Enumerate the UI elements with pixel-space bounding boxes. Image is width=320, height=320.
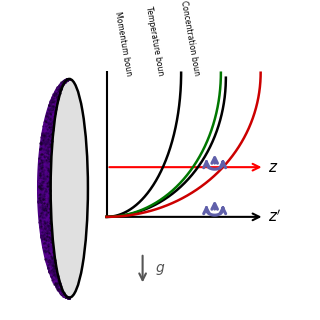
Polygon shape [37, 79, 69, 298]
Text: $g$: $g$ [155, 261, 165, 276]
Ellipse shape [51, 79, 88, 298]
Text: Temperature boun: Temperature boun [144, 6, 165, 76]
Text: Concentration boun: Concentration boun [179, 0, 201, 76]
Text: $z$: $z$ [268, 160, 278, 175]
Text: $z'$: $z'$ [268, 209, 282, 225]
Text: Momentum boun: Momentum boun [113, 11, 133, 76]
